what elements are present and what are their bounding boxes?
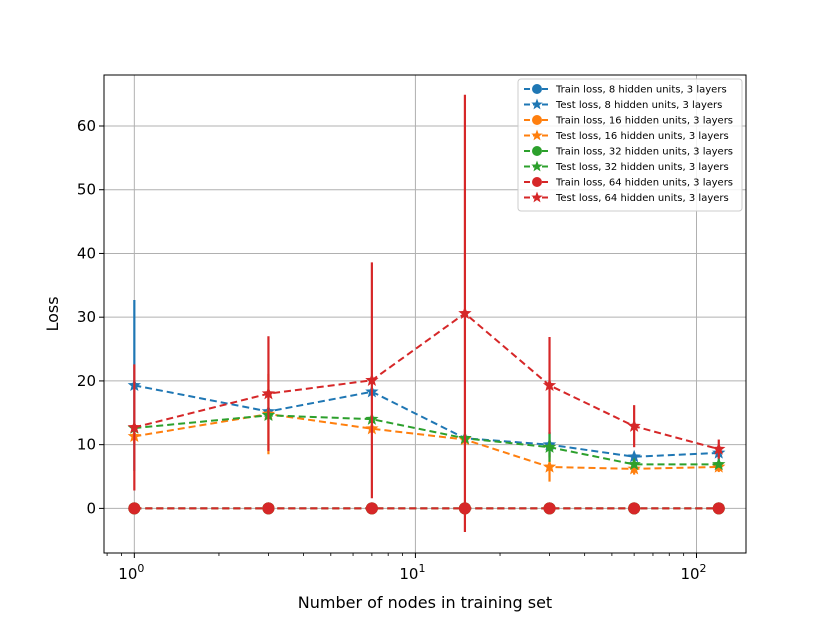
legend-label: Train loss, 16 hidden units, 3 layers	[555, 116, 733, 127]
y-tick-label: 0	[86, 499, 96, 517]
legend-marker	[532, 84, 542, 94]
data-point	[627, 457, 641, 471]
x-tick-base: 10	[399, 565, 418, 583]
x-axis-label: Number of nodes in training set	[298, 593, 552, 612]
legend-label: Train loss, 8 hidden units, 3 layers	[555, 85, 727, 96]
legend-marker	[531, 129, 543, 141]
series-layer	[127, 94, 726, 532]
legend-label: Train loss, 64 hidden units, 3 layers	[555, 178, 733, 189]
data-point	[627, 449, 641, 463]
x-tick-exponent: 0	[137, 562, 144, 575]
data-point	[712, 442, 726, 455]
legend-marker	[532, 115, 542, 125]
legend-item: Train loss, 8 hidden units, 3 layers	[524, 84, 727, 96]
legend-marker	[532, 177, 542, 187]
data-point	[128, 502, 141, 515]
legend-item: Test loss, 32 hidden units, 3 layers	[524, 160, 729, 173]
x-tick-label: 101	[399, 562, 425, 583]
series-7	[127, 94, 726, 532]
y-axis-label: Loss	[43, 296, 62, 331]
y-tick-label: 20	[77, 372, 96, 390]
data-point	[712, 502, 725, 515]
x-tick-exponent: 1	[418, 562, 425, 575]
legend-item: Test loss, 64 hidden units, 3 layers	[524, 191, 729, 204]
legend-marker	[532, 146, 542, 156]
data-point	[262, 502, 275, 515]
legend-label: Test loss, 16 hidden units, 3 layers	[555, 131, 729, 142]
data-point	[627, 461, 641, 475]
data-point	[627, 419, 641, 432]
data-point	[365, 373, 379, 386]
legend-label: Test loss, 8 hidden units, 3 layers	[555, 100, 722, 111]
x-tick-base: 10	[118, 565, 137, 583]
legend-label: Train loss, 32 hidden units, 3 layers	[555, 147, 733, 158]
legend-item: Train loss, 32 hidden units, 3 layers	[524, 146, 733, 158]
y-tick-label: 10	[77, 436, 96, 454]
data-point	[458, 306, 472, 320]
x-tick-label: 102	[680, 562, 706, 583]
y-tick-label: 50	[77, 181, 96, 199]
x-tick-exponent: 2	[700, 562, 707, 575]
data-point	[542, 440, 557, 453]
legend-marker	[531, 160, 543, 172]
y-tick-label: 60	[77, 117, 96, 135]
y-tick-label: 40	[77, 244, 96, 262]
legend-marker	[531, 98, 543, 110]
y-tick-label: 30	[77, 308, 96, 326]
legend-label: Test loss, 64 hidden units, 3 layers	[555, 193, 729, 204]
legend-box	[517, 78, 743, 212]
data-point	[542, 378, 557, 392]
axes-frame	[103, 74, 747, 554]
data-point	[628, 502, 641, 515]
data-point	[365, 502, 378, 515]
x-tick-label: 100	[118, 562, 144, 583]
data-point	[543, 502, 556, 515]
data-point	[261, 386, 276, 400]
x-tick-base: 10	[680, 565, 699, 583]
legend-item: Train loss, 16 hidden units, 3 layers	[524, 115, 733, 127]
legend: Train loss, 8 hidden units, 3 layers Test…	[517, 78, 743, 212]
data-point	[127, 420, 141, 434]
legend-marker	[531, 191, 543, 203]
data-point	[712, 457, 726, 471]
legend-label: Test loss, 32 hidden units, 3 layers	[555, 162, 729, 173]
data-point	[542, 459, 557, 473]
legend-item: Test loss, 8 hidden units, 3 layers	[524, 98, 722, 111]
legend-item: Train loss, 64 hidden units, 3 layers	[524, 177, 733, 189]
legend-item: Test loss, 16 hidden units, 3 layers	[524, 129, 729, 142]
